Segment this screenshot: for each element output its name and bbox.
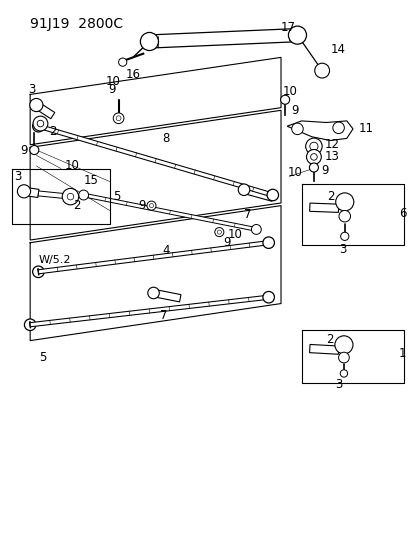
Polygon shape: [38, 124, 273, 197]
Circle shape: [332, 122, 344, 134]
Circle shape: [338, 352, 349, 363]
Text: 10: 10: [65, 159, 80, 172]
Circle shape: [306, 150, 320, 164]
Circle shape: [147, 201, 156, 210]
Circle shape: [214, 228, 223, 237]
Polygon shape: [38, 123, 39, 130]
Text: 8: 8: [162, 132, 169, 145]
Text: 11: 11: [358, 123, 373, 135]
Text: 3: 3: [14, 170, 21, 183]
Text: 13: 13: [323, 150, 338, 164]
Text: 10: 10: [227, 228, 242, 241]
Circle shape: [140, 33, 158, 51]
Circle shape: [340, 232, 348, 240]
Circle shape: [237, 184, 249, 196]
Polygon shape: [38, 191, 65, 198]
Text: 9: 9: [223, 236, 230, 249]
Polygon shape: [309, 344, 338, 354]
Text: 2: 2: [326, 190, 334, 203]
Circle shape: [335, 193, 353, 211]
Polygon shape: [24, 187, 39, 198]
Circle shape: [30, 146, 39, 155]
Circle shape: [17, 185, 31, 198]
Circle shape: [309, 163, 318, 172]
Polygon shape: [34, 102, 55, 119]
Text: 9: 9: [21, 143, 28, 157]
Circle shape: [288, 26, 306, 44]
Circle shape: [217, 230, 221, 234]
Text: 10: 10: [282, 85, 297, 98]
Polygon shape: [309, 203, 338, 212]
Circle shape: [309, 142, 317, 150]
Circle shape: [118, 58, 126, 66]
Text: 1: 1: [398, 348, 406, 360]
Text: 6: 6: [398, 207, 406, 220]
Circle shape: [33, 266, 44, 278]
Polygon shape: [30, 295, 268, 327]
Text: 10: 10: [287, 166, 301, 179]
Circle shape: [310, 154, 316, 160]
Polygon shape: [287, 121, 352, 141]
Text: 7: 7: [244, 208, 251, 221]
Circle shape: [338, 211, 350, 222]
Circle shape: [266, 189, 278, 201]
Circle shape: [262, 237, 274, 248]
Text: 17: 17: [280, 21, 295, 34]
Circle shape: [67, 193, 74, 200]
Polygon shape: [38, 240, 268, 274]
Circle shape: [24, 319, 36, 330]
Polygon shape: [152, 289, 180, 302]
Text: 3: 3: [334, 378, 342, 391]
Text: 14: 14: [330, 43, 344, 56]
Polygon shape: [30, 321, 31, 328]
Text: 2: 2: [325, 333, 333, 346]
Circle shape: [33, 116, 48, 131]
Circle shape: [78, 190, 88, 200]
Text: 5: 5: [113, 190, 120, 203]
Text: W/5.2: W/5.2: [38, 255, 71, 265]
Text: 7: 7: [160, 309, 167, 322]
Text: 9: 9: [291, 104, 298, 117]
Text: 9: 9: [320, 164, 328, 176]
Text: 12: 12: [323, 138, 338, 151]
Polygon shape: [83, 193, 256, 231]
Polygon shape: [271, 192, 273, 198]
Polygon shape: [242, 186, 273, 201]
Circle shape: [251, 224, 261, 235]
Text: 10: 10: [106, 75, 120, 87]
Circle shape: [30, 99, 43, 111]
Text: 9: 9: [108, 83, 116, 96]
Circle shape: [291, 123, 302, 135]
Circle shape: [262, 292, 274, 303]
Circle shape: [149, 204, 153, 208]
Circle shape: [116, 116, 121, 120]
Text: 15: 15: [83, 174, 98, 187]
Polygon shape: [38, 269, 39, 275]
Circle shape: [113, 113, 123, 124]
Text: 5: 5: [39, 351, 46, 364]
Circle shape: [62, 188, 78, 205]
Circle shape: [37, 120, 44, 127]
Circle shape: [334, 336, 352, 354]
Circle shape: [305, 138, 321, 155]
Text: 2: 2: [73, 199, 81, 212]
Text: 3: 3: [28, 83, 36, 96]
Circle shape: [147, 287, 159, 298]
Text: 4: 4: [162, 244, 169, 257]
Polygon shape: [149, 29, 297, 48]
Text: 3: 3: [338, 243, 346, 256]
Circle shape: [33, 120, 44, 132]
Circle shape: [339, 370, 347, 377]
Text: 2: 2: [49, 125, 56, 138]
Circle shape: [314, 63, 329, 78]
Text: 91J19  2800C: 91J19 2800C: [30, 17, 123, 30]
Text: 9: 9: [138, 199, 145, 212]
Text: 16: 16: [125, 68, 140, 81]
Circle shape: [280, 95, 289, 104]
